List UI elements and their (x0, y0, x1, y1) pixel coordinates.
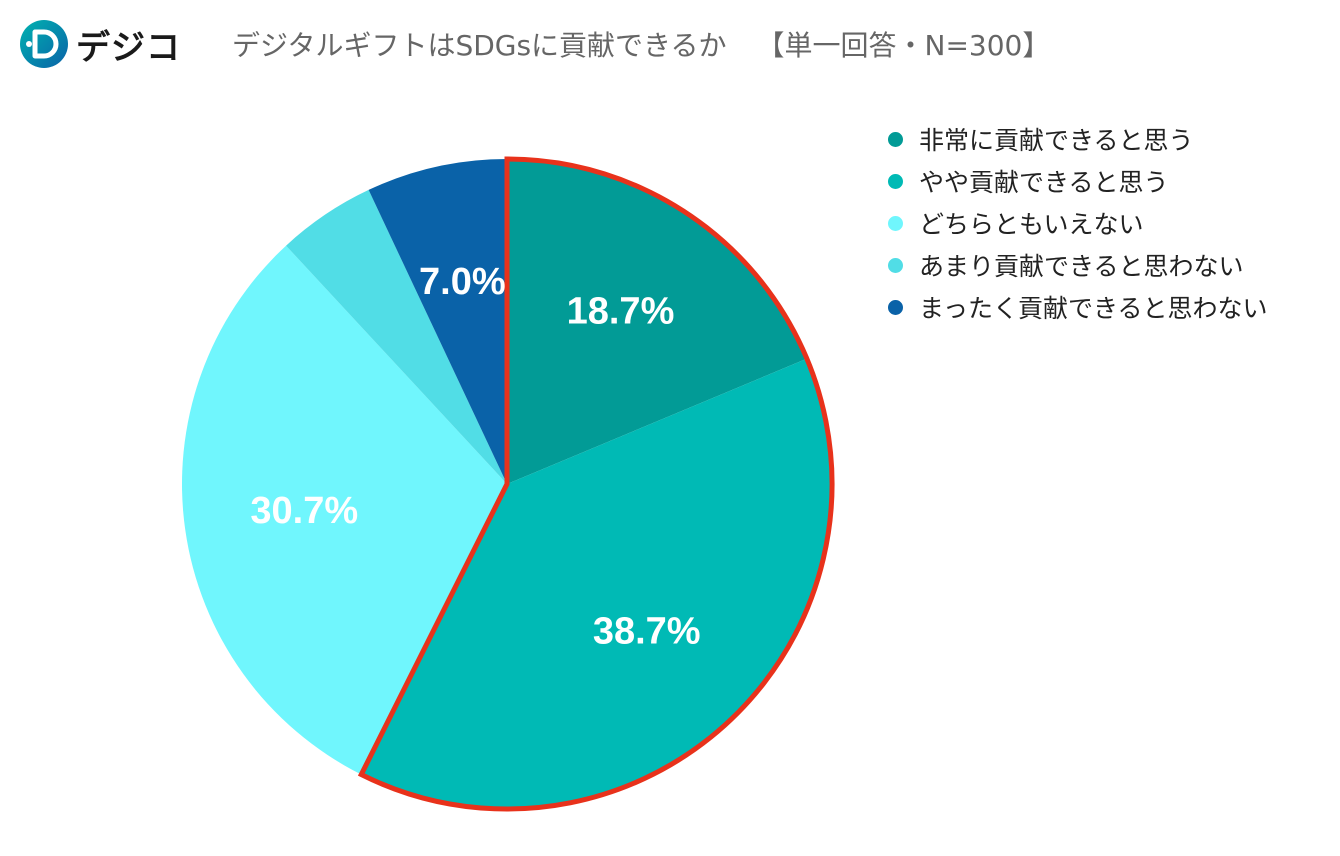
legend-item: どちらともいえない (888, 202, 1268, 244)
legend-item: あまり貢献できると思わない (888, 244, 1268, 286)
chart-sample-size: 【単一回答・N=300】 (756, 29, 1051, 62)
brand-name: デジコ (76, 27, 181, 68)
chart-legend: 非常に貢献できると思う やや貢献できると思う どちらともいえないあまり貢献できると思… (888, 118, 1268, 328)
legend-label: やや貢献できると思う (919, 168, 1169, 197)
pie-slice (361, 358, 832, 809)
header: デジコ (18, 14, 181, 74)
pie-chart: 18.7% 38.7% 30.7% 7.0% (181, 156, 835, 812)
pie-slice (286, 189, 507, 484)
slice-data-label: 30.7% (250, 490, 358, 532)
logo-mark-icon (20, 20, 68, 68)
legend-swatch-icon (888, 215, 903, 231)
legend-item: 非常に貢献できると思う (888, 118, 1268, 160)
highlight-outline (357, 156, 835, 812)
legend-swatch-icon (888, 173, 903, 189)
legend-swatch-icon (888, 131, 903, 147)
brand-logo: デジコ (18, 18, 181, 70)
pie-slice (368, 159, 507, 484)
legend-item: やや貢献できると思う (888, 160, 1268, 202)
legend-label: どちらともいえない (919, 210, 1144, 239)
slice-data-label: 7.0% (419, 261, 506, 303)
chart-title-text: デジタルギフトはSDGsに貢献できるか (232, 29, 727, 62)
legend-swatch-icon (888, 257, 903, 273)
chart-title: デジタルギフトはSDGsに貢献できるか 【単一回答・N=300】 (232, 24, 1050, 64)
legend-item: まったく貢献できると思わない (888, 286, 1268, 328)
legend-swatch-icon (888, 299, 903, 315)
legend-label: あまり貢献できると思わない (919, 252, 1244, 281)
legend-label: 非常に貢献できると思う (919, 126, 1194, 155)
pie-slice (507, 159, 807, 484)
slice-data-label: 38.7% (593, 611, 701, 653)
legend-label: まったく貢献できると思わない (919, 294, 1268, 323)
slice-data-label: 18.7% (567, 291, 675, 333)
